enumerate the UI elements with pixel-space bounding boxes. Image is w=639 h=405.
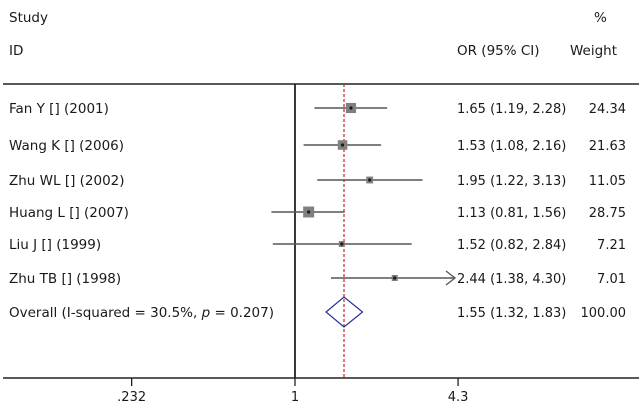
study-or-ci: 2.44 (1.38, 4.30) <box>457 272 566 287</box>
study-or-ci: 1.52 (0.82, 2.84) <box>457 238 566 253</box>
point-estimate <box>349 106 353 110</box>
study-row: Zhu TB [] (1998) 2.44 (1.38, 4.30) 7.01 <box>9 270 626 287</box>
overall-row <box>325 296 364 328</box>
x-tick-label: 1 <box>291 390 299 405</box>
header-weight: Weight <box>570 43 617 59</box>
overall-label-suffix: = 0.207) <box>210 305 274 321</box>
point-estimate <box>307 210 311 214</box>
study-or-ci: 1.65 (1.19, 2.28) <box>457 102 566 117</box>
study-or-ci: 1.53 (1.08, 2.16) <box>457 139 566 154</box>
study-row: Liu J [] (1999) 1.52 (0.82, 2.84) 7.21 <box>9 237 626 253</box>
point-estimate <box>368 178 372 182</box>
study-weight: 7.01 <box>597 272 626 287</box>
point-estimate <box>340 242 344 246</box>
overall-label: Overall (I-squared = 30.5%, p = 0.207) <box>9 305 274 321</box>
header-id: ID <box>9 43 23 59</box>
study-row: Wang K [] (2006) 1.53 (1.08, 2.16) 21.63 <box>9 138 626 154</box>
header-study: Study <box>9 10 48 26</box>
overall-weight: 100.00 <box>581 306 627 321</box>
study-label: Zhu WL [] (2002) <box>9 173 125 189</box>
study-label: Liu J [] (1999) <box>9 237 101 253</box>
study-row: Zhu WL [] (2002) 1.95 (1.22, 3.13) 11.05 <box>9 173 626 189</box>
study-row: Fan Y [] (2001) 1.65 (1.19, 2.28) 24.34 <box>9 101 626 117</box>
study-weight: 11.05 <box>589 174 626 189</box>
overall-label-prefix: Overall (I-squared = 30.5%, <box>9 305 202 321</box>
overall-label-p: p <box>201 305 211 321</box>
study-weight: 21.63 <box>589 139 626 154</box>
point-estimate <box>340 143 345 147</box>
header-or-ci: OR (95% CI) <box>457 43 540 59</box>
study-weight: 28.75 <box>589 206 626 221</box>
study-weight: 7.21 <box>597 238 626 253</box>
study-weight: 24.34 <box>589 102 626 117</box>
study-label: Zhu TB [] (1998) <box>9 271 121 287</box>
study-or-ci: 1.95 (1.22, 3.13) <box>457 174 566 189</box>
study-row: Huang L [] (2007) 1.13 (0.81, 1.56) 28.75 <box>9 205 626 221</box>
overall-diamond <box>325 296 364 328</box>
study-label: Wang K [] (2006) <box>9 138 124 154</box>
point-estimate <box>393 276 397 280</box>
x-tick-label: 4.3 <box>448 390 469 405</box>
header-percent: % <box>594 10 607 26</box>
study-label: Huang L [] (2007) <box>9 205 129 221</box>
study-or-ci: 1.13 (0.81, 1.56) <box>457 206 566 221</box>
x-tick-label: .232 <box>117 390 146 405</box>
study-label: Fan Y [] (2001) <box>9 101 109 117</box>
overall-or-ci: 1.55 (1.32, 1.83) <box>457 306 566 321</box>
ci-arrow <box>445 270 457 286</box>
